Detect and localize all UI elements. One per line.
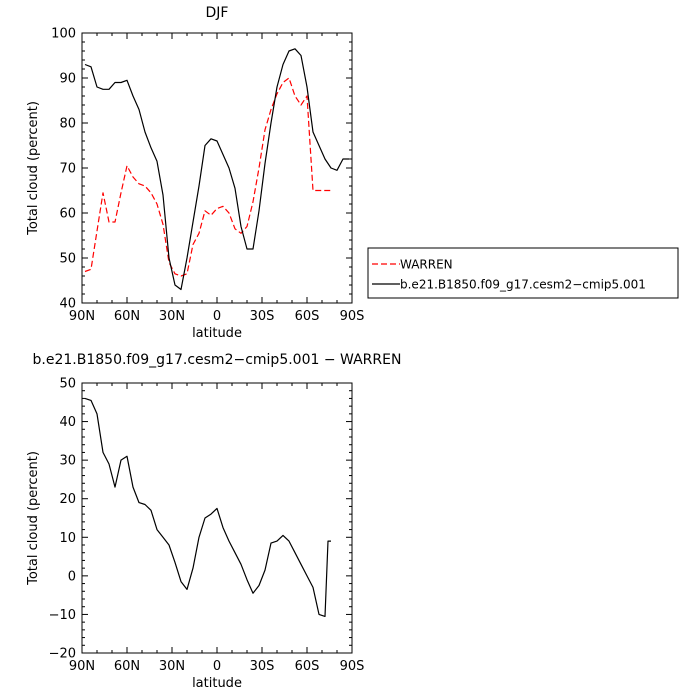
x-tick-label: 60N <box>114 309 140 324</box>
x-tick-label: 30S <box>250 659 275 674</box>
x-axis-label: latitude <box>192 676 242 691</box>
chart-title: DJF <box>206 5 229 21</box>
legend-label: b.e21.B1850.f09_g17.cesm2−cmip5.001 <box>400 278 646 292</box>
x-tick-label: 60S <box>295 309 320 324</box>
y-tick-label: 50 <box>59 252 76 267</box>
x-axis-label: latitude <box>192 326 242 341</box>
y-tick-label: 30 <box>59 454 76 469</box>
chart-title: b.e21.B1850.f09_g17.cesm2−cmip5.001 − WA… <box>33 352 402 368</box>
y-tick-label: 50 <box>59 377 76 392</box>
x-tick-label: 60S <box>295 659 320 674</box>
y-tick-label: 90 <box>59 72 76 87</box>
y-tick-label: 40 <box>59 415 76 430</box>
x-tick-label: 0 <box>213 309 221 324</box>
x-tick-label: 90S <box>340 659 365 674</box>
x-tick-label: 0 <box>213 659 221 674</box>
y-tick-label: 80 <box>59 117 76 132</box>
y-tick-label: 60 <box>59 207 76 222</box>
y-tick-label: 10 <box>59 531 76 546</box>
x-tick-label: 90N <box>69 659 95 674</box>
y-tick-label: 70 <box>59 162 76 177</box>
x-tick-label: 60N <box>114 659 140 674</box>
x-tick-label: 30N <box>159 659 185 674</box>
x-tick-label: 30N <box>159 309 185 324</box>
y-tick-label: −20 <box>49 647 76 662</box>
y-tick-label: 40 <box>59 297 76 312</box>
x-tick-label: 90N <box>69 309 95 324</box>
legend-box <box>367 247 679 299</box>
bottom-panel: b.e21.B1850.f09_g17.cesm2−cmip5.001 − WA… <box>26 352 401 691</box>
y-axis-label: Total cloud (percent) <box>26 101 41 236</box>
y-tick-label: 20 <box>59 492 76 507</box>
series-line-0 <box>84 397 331 618</box>
legend-label: WARREN <box>400 258 453 272</box>
x-tick-label: 90S <box>340 309 365 324</box>
y-tick-label: 100 <box>51 27 76 42</box>
y-axis-label: Total cloud (percent) <box>26 451 41 586</box>
y-tick-label: −10 <box>49 608 76 623</box>
series-line-1 <box>84 48 349 291</box>
top-panel: DJF 90N 60N 30N 0 30S 60S 90S 40 50 60 70 80 90 100 lat… <box>26 5 679 341</box>
series-line-0 <box>84 77 331 277</box>
y-tick-label: 0 <box>68 569 76 584</box>
legend: WARREN b.e21.B1850.f09_g17.cesm2−cmip5.00… <box>367 247 679 299</box>
plot-frame <box>81 382 353 654</box>
x-tick-label: 30S <box>250 309 275 324</box>
